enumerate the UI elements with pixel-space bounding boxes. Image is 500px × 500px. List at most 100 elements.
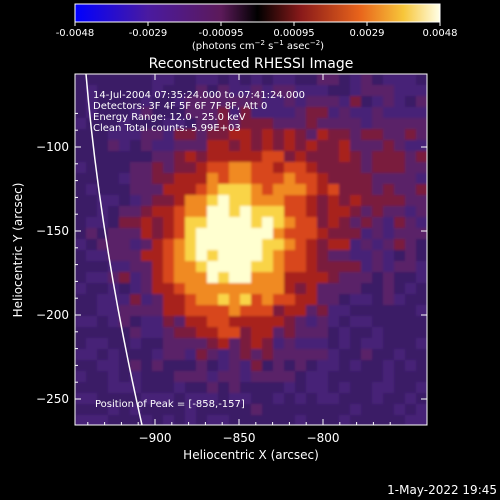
heatmap-cell — [394, 239, 406, 251]
heatmap-cell — [317, 371, 329, 383]
heatmap-cell — [119, 129, 131, 141]
heatmap-cell — [306, 129, 318, 141]
heatmap-cell — [97, 415, 109, 425]
heatmap-cell — [207, 371, 219, 383]
heatmap-cell — [86, 371, 98, 383]
heatmap-cell — [163, 415, 175, 425]
heatmap-cell — [328, 195, 340, 207]
heatmap-cell — [163, 239, 175, 251]
heatmap-cell — [361, 316, 373, 328]
heatmap-cell — [284, 206, 296, 218]
heatmap-cell — [416, 173, 427, 185]
heatmap-cell — [97, 140, 109, 152]
heatmap-cell — [97, 96, 109, 108]
heatmap-cell — [86, 316, 98, 328]
heatmap-cell — [383, 415, 395, 425]
heatmap-cell — [350, 338, 362, 350]
heatmap-cell — [141, 184, 153, 196]
heatmap-cell — [339, 228, 351, 240]
heatmap-cell — [416, 294, 427, 306]
heatmap-cell — [273, 151, 285, 163]
heatmap-cell — [284, 140, 296, 152]
heatmap-cell — [163, 404, 175, 416]
heatmap-cell — [75, 151, 87, 163]
heatmap-cell — [328, 371, 340, 383]
heatmap-cell — [361, 85, 373, 97]
heatmap-cell — [207, 393, 219, 405]
heatmap-cell — [416, 129, 427, 141]
colorbar-tick-label: 0.0048 — [423, 28, 458, 39]
heatmap-cell — [405, 85, 417, 97]
heatmap-cell — [339, 404, 351, 416]
heatmap-cell — [229, 283, 241, 295]
heatmap-cell — [416, 74, 427, 86]
heatmap-cell — [240, 294, 252, 306]
heatmap-cell — [372, 404, 384, 416]
heatmap-cell — [174, 338, 186, 350]
heatmap-cell — [229, 404, 241, 416]
heatmap-cell — [229, 85, 241, 97]
heatmap-cell — [295, 184, 307, 196]
heatmap-cell — [416, 382, 427, 394]
heatmap-cell — [317, 382, 329, 394]
heatmap-cell — [97, 206, 109, 218]
heatmap-cell — [405, 305, 417, 317]
heatmap-cell — [141, 338, 153, 350]
heatmap-cell — [295, 151, 307, 163]
heatmap-cell — [361, 206, 373, 218]
heatmap-cell — [119, 74, 131, 86]
heatmap-cell — [75, 239, 87, 251]
heatmap-cell — [152, 85, 164, 97]
heatmap-cell — [317, 349, 329, 361]
heatmap-cell — [317, 393, 329, 405]
heatmap-cell — [240, 74, 252, 86]
heatmap-cell — [262, 74, 274, 86]
heatmap-cell — [328, 74, 340, 86]
heatmap-cell — [152, 360, 164, 372]
heatmap-cell — [262, 96, 274, 108]
heatmap-cell — [416, 118, 427, 130]
heatmap-cell — [273, 74, 285, 86]
heatmap-cell — [218, 74, 230, 86]
heatmap-cell — [328, 206, 340, 218]
heatmap-cell — [339, 239, 351, 251]
heatmap-cell — [152, 228, 164, 240]
heatmap-cell — [284, 195, 296, 207]
heatmap-cell — [361, 195, 373, 207]
heatmap-cell — [229, 250, 241, 262]
heatmap-cell — [372, 162, 384, 174]
heatmap-cell — [86, 173, 98, 185]
heatmap-cell — [130, 239, 142, 251]
heatmap-cell — [240, 162, 252, 174]
heatmap-cell — [196, 228, 208, 240]
heatmap-cell — [284, 250, 296, 262]
heatmap-cell — [416, 371, 427, 383]
heatmap-cell — [229, 316, 241, 328]
heatmap-cell — [273, 239, 285, 251]
heatmap-cell — [273, 250, 285, 262]
heatmap-cell — [416, 349, 427, 361]
heatmap-cell — [306, 316, 318, 328]
heatmap-cell — [207, 360, 219, 372]
heatmap-cell — [394, 173, 406, 185]
heatmap-cell — [317, 250, 329, 262]
heatmap-cell — [317, 327, 329, 339]
heatmap-cell — [405, 129, 417, 141]
heatmap-cell — [75, 272, 87, 284]
heatmap-cell — [108, 173, 120, 185]
heatmap-cell — [97, 250, 109, 262]
heatmap-cell — [86, 250, 98, 262]
heatmap-cell — [141, 393, 153, 405]
heatmap-cell — [207, 173, 219, 185]
heatmap-cell — [328, 415, 340, 425]
heatmap-cell — [361, 283, 373, 295]
heatmap-cell — [416, 239, 427, 251]
heatmap-cell — [240, 217, 252, 229]
heatmap-cell — [383, 305, 395, 317]
heatmap-cell — [163, 129, 175, 141]
heatmap-cell — [97, 305, 109, 317]
heatmap-cell — [317, 239, 329, 251]
heatmap-cell — [174, 206, 186, 218]
heatmap-cell — [394, 118, 406, 130]
heatmap-cell — [163, 195, 175, 207]
